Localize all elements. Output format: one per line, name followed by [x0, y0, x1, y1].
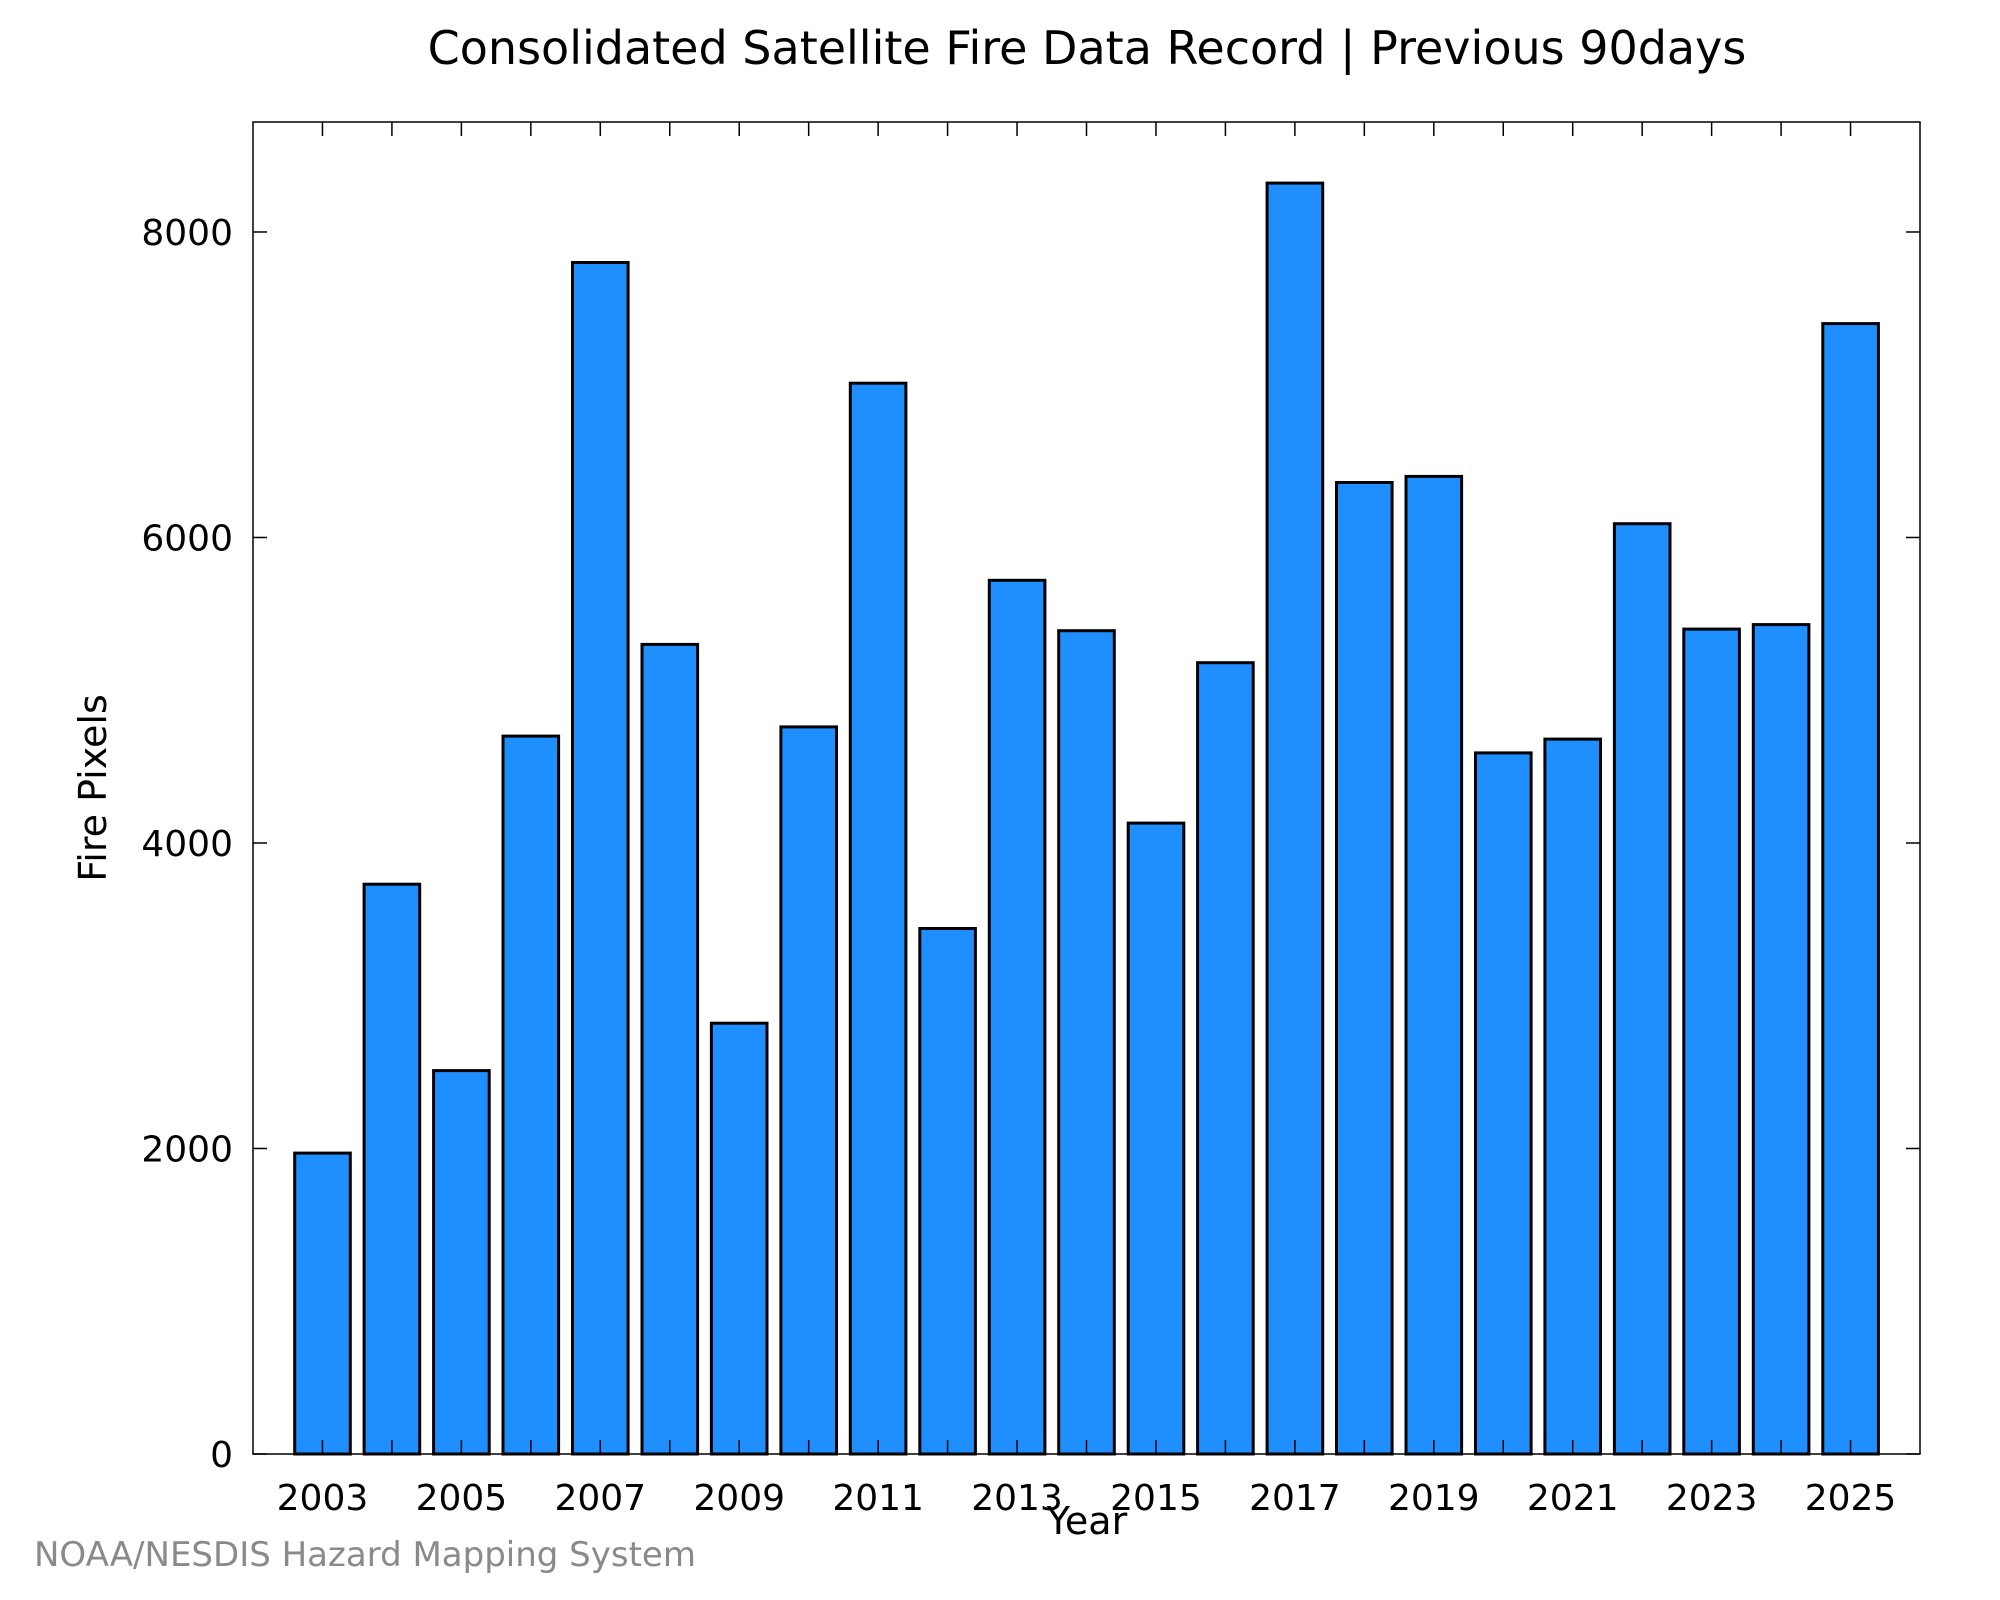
- x-tick-label-2011: 2011: [832, 1478, 924, 1519]
- bar-2018: [1335, 481, 1394, 1456]
- bar-2020: [1474, 751, 1533, 1456]
- y-axis-label: Fire Pixels: [71, 694, 115, 882]
- x-tick-label-2017: 2017: [1249, 1478, 1341, 1519]
- bars-layer: [293, 181, 1880, 1456]
- bar-2019: [1404, 474, 1464, 1456]
- bar-2007: [571, 261, 630, 1456]
- bar-2022: [1612, 522, 1672, 1456]
- bar-2003: [293, 1151, 352, 1456]
- bar-2011: [848, 381, 908, 1456]
- bar-2016: [1196, 661, 1255, 1456]
- tick-labels-layer: 2003 2005 2007 2009 2011 2013 2015 2017 2019 2021…: [141, 213, 1896, 1519]
- bar-2025: [1821, 322, 1880, 1456]
- y-tick-label-8000: 8000: [141, 213, 233, 254]
- x-axis-label: Year: [1046, 1499, 1128, 1543]
- bar-2015: [1126, 821, 1186, 1456]
- bar-2013: [987, 578, 1047, 1456]
- bar-2012: [918, 927, 977, 1456]
- x-tick-label-2025: 2025: [1805, 1478, 1897, 1519]
- ticks-layer: [253, 122, 1920, 1455]
- bar-2021: [1543, 737, 1603, 1456]
- x-tick-label-2023: 2023: [1666, 1478, 1758, 1519]
- bar-2010: [779, 725, 839, 1456]
- y-tick-label-6000: 6000: [141, 518, 233, 559]
- x-tick-label-2021: 2021: [1527, 1478, 1619, 1519]
- chart-title: Consolidated Satellite Fire Data Record …: [428, 21, 1747, 76]
- bar-2004: [362, 882, 422, 1456]
- bar-2005: [432, 1069, 491, 1456]
- bar-2008: [640, 642, 700, 1456]
- x-tick-label-2013: 2013: [971, 1478, 1063, 1519]
- x-tick-label-2003: 2003: [277, 1478, 369, 1519]
- y-tick-label-2000: 2000: [141, 1129, 233, 1170]
- bar-2009: [709, 1021, 769, 1456]
- bar-2017: [1265, 181, 1325, 1456]
- y-tick-label-4000: 4000: [141, 824, 233, 865]
- x-tick-label-2009: 2009: [693, 1478, 785, 1519]
- x-tick-label-2019: 2019: [1388, 1478, 1480, 1519]
- y-tick-label-0: 0: [210, 1435, 233, 1476]
- bar-2023: [1682, 627, 1741, 1456]
- x-tick-label-2007: 2007: [554, 1478, 646, 1519]
- x-tick-label-2015: 2015: [1110, 1478, 1202, 1519]
- x-tick-label-2005: 2005: [416, 1478, 508, 1519]
- bar-2014: [1057, 629, 1116, 1456]
- credit-text: NOAA/NESDIS Hazard Mapping System: [34, 1535, 696, 1575]
- bar-2006: [501, 734, 561, 1456]
- bar-2024: [1751, 623, 1811, 1456]
